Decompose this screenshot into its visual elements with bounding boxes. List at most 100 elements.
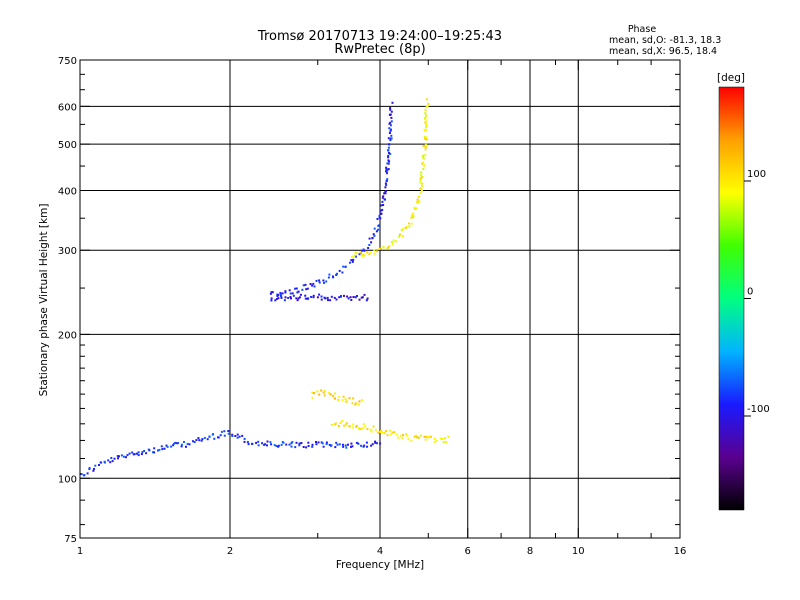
echo-point (388, 132, 391, 134)
echo-point (376, 250, 379, 253)
echo-point (125, 456, 127, 459)
echo-point (425, 146, 428, 149)
echo-point (389, 139, 392, 142)
echo-point (257, 444, 260, 447)
echo-point (356, 441, 359, 444)
echo-point (417, 201, 420, 204)
colorbar-label: [deg] (717, 72, 745, 84)
chart-subtitle: RwPretec (8p) (334, 42, 425, 57)
echo-point (358, 400, 361, 403)
echo-point (304, 297, 307, 300)
grid (80, 60, 680, 538)
echo-point (393, 431, 396, 434)
plot-frame (79, 59, 681, 539)
echo-point (378, 214, 381, 217)
echo-point (350, 445, 352, 448)
echo-point (395, 240, 397, 243)
echo-point (160, 445, 163, 448)
echo-point (227, 430, 230, 432)
echo-point (280, 443, 283, 446)
echo-point (344, 444, 347, 447)
echo-point (86, 472, 89, 475)
echo-point (360, 296, 363, 299)
phase-stats-heading: Phase (628, 24, 657, 35)
echo-point (297, 297, 300, 300)
echo-point (410, 439, 413, 442)
echo-point (208, 435, 211, 438)
y-tick-label: 500 (58, 140, 77, 151)
echo-point (386, 162, 389, 165)
echo-point (365, 441, 368, 444)
echo-point (131, 451, 134, 454)
echo-point (366, 428, 369, 430)
echo-point (435, 439, 438, 442)
y-tick-label: 600 (58, 102, 77, 113)
echo-point (307, 297, 310, 300)
echo-point (405, 433, 408, 436)
echo-point (357, 403, 360, 406)
echo-point (376, 218, 379, 220)
echo-point (363, 254, 366, 257)
echo-point (429, 435, 432, 438)
echo-point (174, 441, 177, 444)
echo-point (350, 259, 353, 262)
echo-point (386, 169, 389, 172)
echo-point (330, 444, 333, 447)
echo-point (298, 444, 301, 447)
echo-point (347, 297, 350, 300)
echo-point (266, 444, 268, 447)
echo-point (298, 442, 301, 445)
echo-point (351, 260, 354, 263)
echo-point (270, 297, 273, 300)
echo-point (284, 290, 287, 293)
echo-point (385, 184, 388, 186)
echo-point (186, 442, 189, 445)
echo-point (280, 296, 283, 299)
echo-point (294, 446, 297, 449)
echo-point (387, 156, 390, 159)
echo-point (271, 291, 274, 294)
echo-point (413, 206, 416, 209)
echo-point (420, 174, 423, 177)
echo-point (270, 291, 273, 294)
echo-point (425, 136, 428, 139)
echo-point (350, 442, 353, 445)
echo-point (441, 437, 443, 440)
echo-point (424, 121, 427, 124)
echo-point (231, 435, 234, 437)
echo-point (344, 398, 347, 401)
echo-point (373, 249, 376, 252)
x-tick-label: 2 (227, 546, 233, 557)
x-tick-label: 4 (377, 546, 383, 557)
echo-point (153, 451, 156, 454)
echo-point (384, 182, 387, 185)
echo-point (411, 216, 414, 219)
echo-point (288, 443, 291, 446)
echo-point (381, 208, 384, 211)
echo-point (317, 441, 320, 444)
echo-point (274, 299, 277, 302)
echo-point (320, 298, 323, 301)
echo-point (359, 251, 362, 254)
echo-point (296, 299, 299, 302)
echo-point (384, 186, 387, 189)
echo-point (384, 198, 386, 201)
y-tick-label: 400 (58, 186, 77, 197)
echo-point (306, 287, 309, 290)
echo-point (386, 247, 389, 250)
echo-point (315, 279, 318, 282)
echo-point (363, 249, 366, 252)
echo-point (107, 459, 110, 462)
echo-point (318, 393, 321, 396)
echo-point (323, 394, 326, 397)
echo-point (410, 216, 413, 219)
echo-point (288, 289, 291, 292)
echo-point (238, 435, 241, 438)
echo-point (425, 138, 428, 141)
echo-point (302, 446, 305, 448)
chart-title: Tromsø 20170713 19:24:00–19:25:43 (257, 29, 502, 44)
echo-point (425, 435, 427, 438)
echo-point (309, 283, 312, 285)
echo-point (227, 432, 230, 435)
